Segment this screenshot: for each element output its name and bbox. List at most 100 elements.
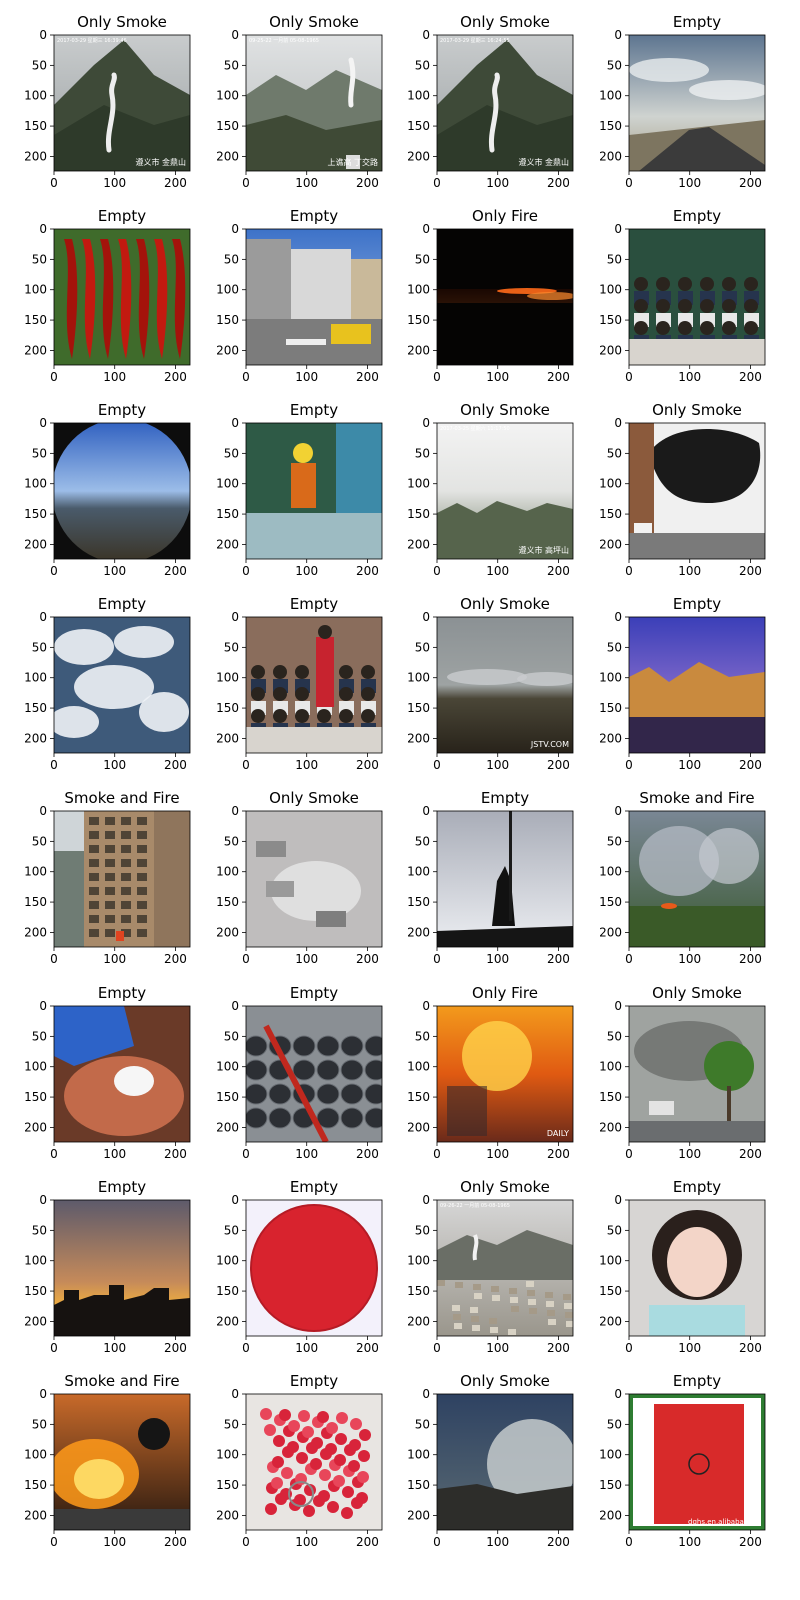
x-tick-label: 200 <box>164 1147 187 1161</box>
axes-frame <box>53 616 191 754</box>
x-tick-label: 0 <box>625 758 633 772</box>
y-tick-label: 150 <box>599 1090 622 1104</box>
panel-title: Only Smoke <box>269 789 359 807</box>
x-tick-label: 0 <box>625 370 633 384</box>
panel-title: Empty <box>290 401 338 419</box>
y-tick-label: 50 <box>224 640 239 654</box>
x-tick-label: 100 <box>295 758 318 772</box>
axes-frame <box>245 1393 383 1531</box>
panel-image-red-bag <box>629 1394 765 1530</box>
x-tick-label: 0 <box>50 176 58 190</box>
y-tick-label: 200 <box>216 1508 239 1522</box>
axes-frame <box>436 1005 574 1143</box>
panel-27: Only Smoke 09-26-22 一月前 05-08-1965 0 100 200… <box>407 1178 574 1355</box>
panel-image-fog-forest <box>437 423 573 559</box>
panel-title: Only Fire <box>472 207 538 225</box>
x-tick-label: 0 <box>242 370 250 384</box>
y-tick-label: 50 <box>32 834 47 848</box>
panel-image-field-smoke <box>437 617 573 753</box>
x-tick-label: 0 <box>433 370 441 384</box>
y-tick-label: 200 <box>24 1314 47 1328</box>
panel-title: Empty <box>290 207 338 225</box>
y-tick-label: 200 <box>24 731 47 745</box>
panel-title: Only Smoke <box>460 595 550 613</box>
y-tick-label: 150 <box>599 1284 622 1298</box>
y-tick-label: 150 <box>407 313 430 327</box>
panel-title: Only Smoke <box>460 1178 550 1196</box>
y-tick-label: 50 <box>415 640 430 654</box>
panel-title: Only Smoke <box>269 13 359 31</box>
y-tick-label: 50 <box>415 1417 430 1431</box>
y-tick-label: 200 <box>24 1120 47 1134</box>
x-tick-label: 0 <box>242 952 250 966</box>
panel-image-city-smoke <box>437 1200 573 1336</box>
y-tick-label: 100 <box>599 477 622 491</box>
y-tick-label: 50 <box>607 446 622 460</box>
image-watermark: dghs.en.alibaba.com <box>688 1518 761 1526</box>
x-tick-label: 0 <box>433 758 441 772</box>
x-tick-label: 0 <box>50 370 58 384</box>
y-tick-label: 0 <box>231 222 239 236</box>
x-tick-label: 200 <box>356 1535 379 1549</box>
x-tick-label: 100 <box>295 564 318 578</box>
x-tick-label: 200 <box>547 370 570 384</box>
y-tick-label: 100 <box>407 671 430 685</box>
x-tick-label: 200 <box>356 1147 379 1161</box>
y-tick-label: 150 <box>407 119 430 133</box>
panel-image-mountain-smoke-2 <box>246 35 382 171</box>
y-tick-label: 0 <box>231 610 239 624</box>
panel-title: Only Smoke <box>77 13 167 31</box>
panel-title: Empty <box>673 595 721 613</box>
panel-title: Only Fire <box>472 984 538 1002</box>
x-tick-label: 200 <box>547 564 570 578</box>
panel-title: Empty <box>98 984 146 1002</box>
y-tick-label: 0 <box>614 610 622 624</box>
y-tick-label: 200 <box>216 731 239 745</box>
panel-title: Empty <box>290 1178 338 1196</box>
y-tick-label: 100 <box>599 671 622 685</box>
y-tick-label: 200 <box>216 537 239 551</box>
x-tick-label: 200 <box>164 1341 187 1355</box>
x-tick-label: 100 <box>486 952 509 966</box>
y-tick-label: 0 <box>422 416 430 430</box>
x-tick-label: 200 <box>356 564 379 578</box>
axes-frame <box>245 1199 383 1337</box>
x-tick-label: 0 <box>433 1147 441 1161</box>
y-tick-label: 150 <box>216 1090 239 1104</box>
x-tick-label: 0 <box>625 952 633 966</box>
panel-image-clouds-aerial <box>54 617 190 753</box>
x-tick-label: 200 <box>356 952 379 966</box>
y-tick-label: 50 <box>415 252 430 266</box>
y-tick-label: 50 <box>32 1223 47 1237</box>
y-tick-label: 150 <box>407 1090 430 1104</box>
x-tick-label: 0 <box>242 176 250 190</box>
y-tick-label: 0 <box>231 999 239 1013</box>
x-tick-label: 100 <box>103 370 126 384</box>
x-tick-label: 200 <box>164 370 187 384</box>
x-tick-label: 0 <box>433 176 441 190</box>
y-tick-label: 50 <box>224 1223 239 1237</box>
x-tick-label: 200 <box>739 176 762 190</box>
y-tick-label: 0 <box>614 28 622 42</box>
x-tick-label: 200 <box>164 1535 187 1549</box>
x-tick-label: 100 <box>103 1147 126 1161</box>
x-tick-label: 200 <box>739 564 762 578</box>
y-tick-label: 200 <box>216 1120 239 1134</box>
y-tick-label: 100 <box>24 477 47 491</box>
axes-frame <box>53 422 191 560</box>
y-tick-label: 0 <box>614 222 622 236</box>
panel-image-street-smoke-tree <box>629 1006 765 1142</box>
y-tick-label: 0 <box>39 416 47 430</box>
y-tick-label: 100 <box>599 1060 622 1074</box>
panel-title: Only Smoke <box>652 401 742 419</box>
y-tick-label: 100 <box>216 1254 239 1268</box>
y-tick-label: 0 <box>231 416 239 430</box>
